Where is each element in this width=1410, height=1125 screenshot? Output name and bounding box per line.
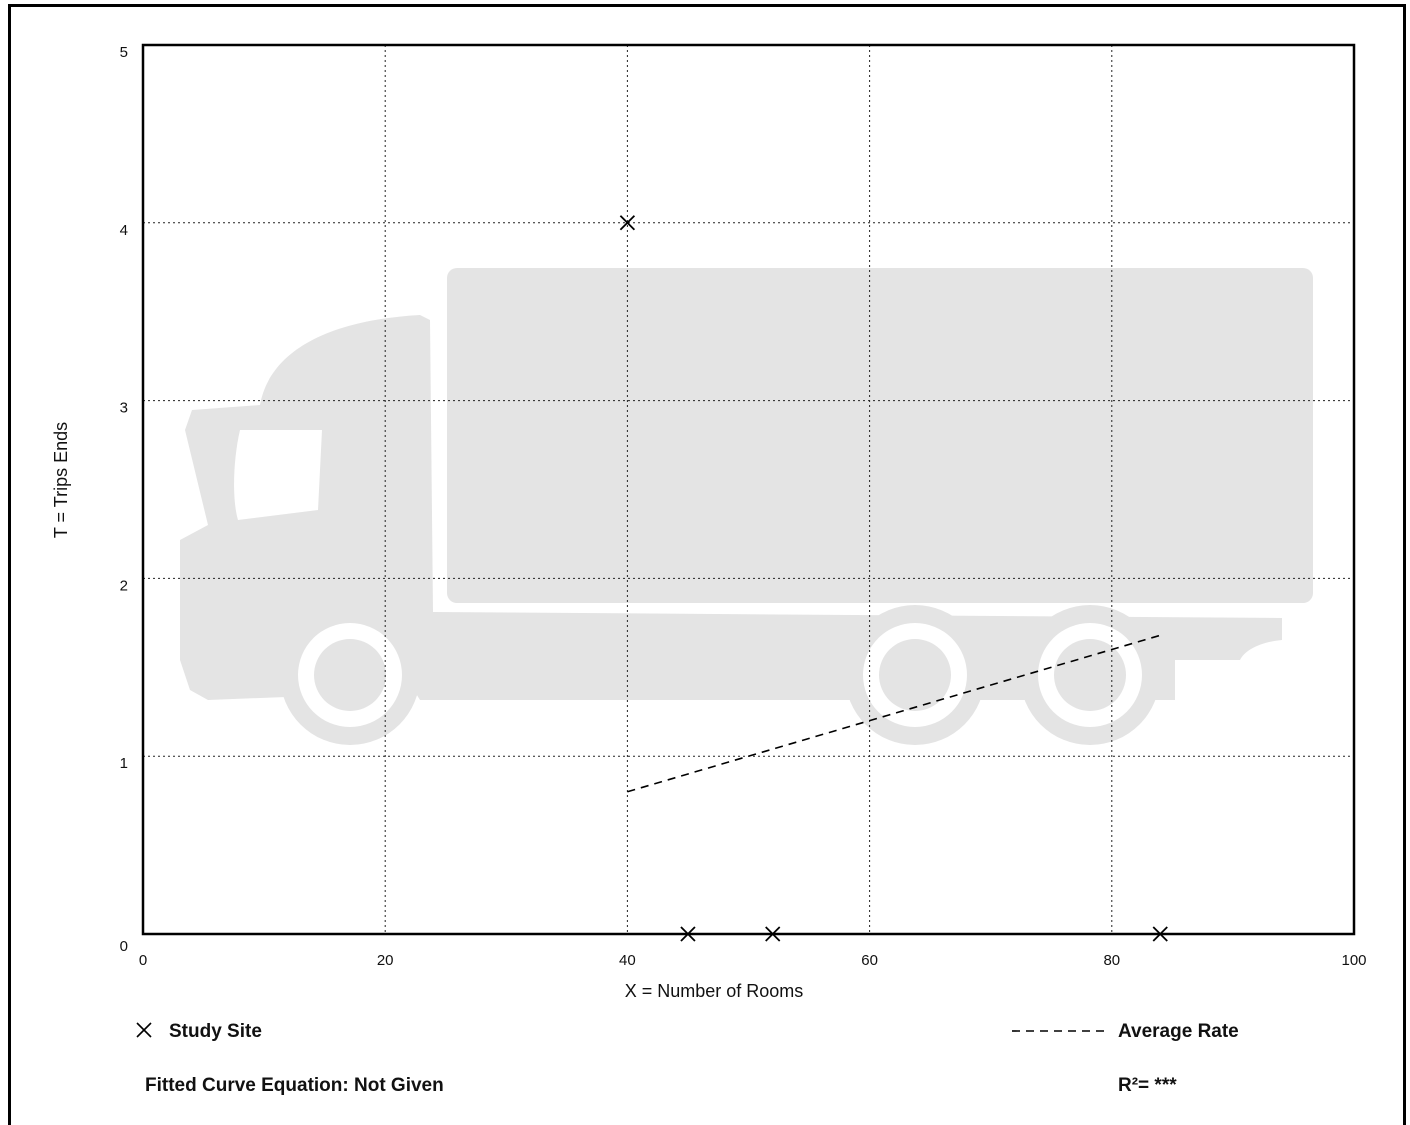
x-tick-label: 0	[139, 952, 147, 969]
y-tick-label: 5	[120, 44, 128, 61]
x-tick-label: 80	[1103, 952, 1120, 969]
chart-frame	[8, 4, 1406, 1125]
y-tick-label: 2	[120, 577, 128, 594]
x-tick-label: 20	[377, 952, 394, 969]
x-axis-ticks: 0 20 40 60 80 100	[139, 952, 1367, 969]
y-tick-label: 3	[120, 400, 128, 417]
y-tick-label: 1	[120, 755, 128, 772]
fitted-curve-equation: Fitted Curve Equation: Not Given	[145, 1075, 444, 1096]
x-tick-label: 40	[619, 952, 636, 969]
y-axis-ticks: 0 1 2 3 4 5	[120, 44, 128, 955]
r-squared: R²= ***	[1118, 1075, 1177, 1096]
legend-average-rate: Average Rate	[1118, 1021, 1239, 1042]
y-axis-label: T = Trips Ends	[51, 422, 71, 538]
study-site-marker-icon	[136, 1022, 152, 1038]
legend-study-site: Study Site	[169, 1021, 262, 1042]
study-site-point	[619, 215, 636, 231]
plot-area-border	[141, 43, 1356, 936]
y-tick-label: 4	[120, 222, 128, 239]
x-axis-label: X = Number of Rooms	[625, 981, 804, 1001]
x-tick-label: 60	[861, 952, 878, 969]
truck-watermark-icon	[180, 268, 1313, 745]
legend: Study Site Average Rate	[136, 1021, 1239, 1042]
average-rate-line	[627, 634, 1161, 793]
y-tick-label: 0	[120, 938, 128, 955]
x-tick-label: 100	[1341, 952, 1366, 969]
